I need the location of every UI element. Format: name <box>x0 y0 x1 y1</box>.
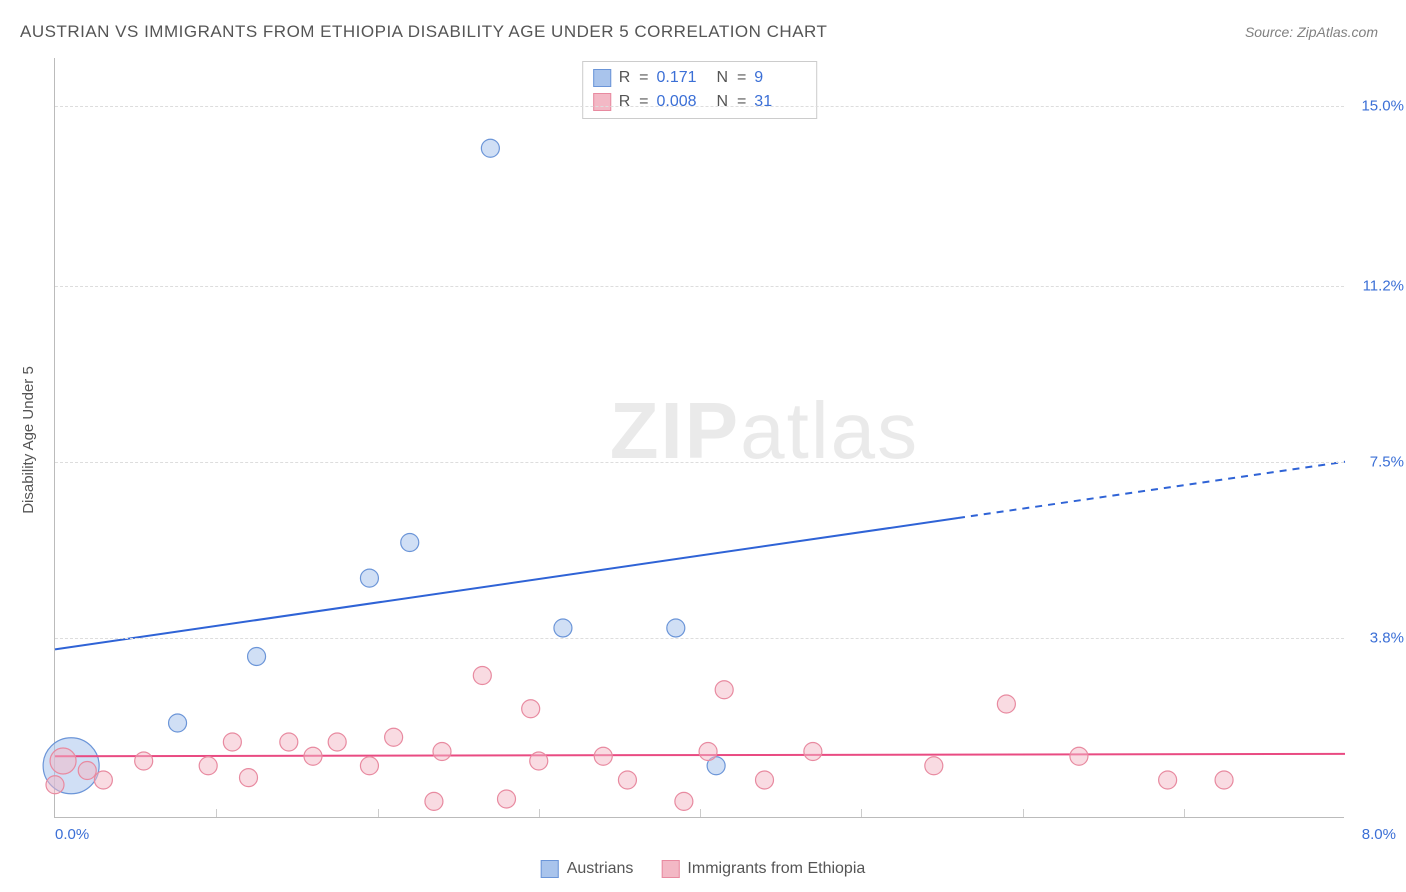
series-swatch <box>593 93 611 111</box>
stats-n-label: N = <box>717 66 747 90</box>
data-point <box>360 569 378 587</box>
stats-n-value: 9 <box>754 66 806 90</box>
data-point <box>223 733 241 751</box>
x-axis-minor-tick <box>216 809 217 817</box>
x-axis-minor-tick <box>1184 809 1185 817</box>
x-axis-minor-tick <box>1023 809 1024 817</box>
trend-line-dashed <box>958 462 1345 518</box>
y-gridline <box>55 106 1344 107</box>
legend-item: Immigrants from Ethiopia <box>661 860 865 878</box>
data-point <box>46 776 64 794</box>
y-axis-tick-label: 3.8% <box>1349 629 1404 646</box>
data-point <box>699 743 717 761</box>
legend-swatch <box>541 860 559 878</box>
data-point <box>715 681 733 699</box>
stats-r-label: R = <box>619 90 649 114</box>
x-axis-tick-min: 0.0% <box>55 826 89 843</box>
source-attribution: Source: ZipAtlas.com <box>1245 24 1378 40</box>
data-point <box>401 534 419 552</box>
data-point <box>240 769 258 787</box>
data-point <box>433 743 451 761</box>
x-axis-minor-tick <box>700 809 701 817</box>
data-point <box>94 771 112 789</box>
y-gridline <box>55 462 1344 463</box>
data-point <box>78 762 96 780</box>
data-point <box>169 714 187 732</box>
x-axis-minor-tick <box>378 809 379 817</box>
stats-row: R = 0.008 N = 31 <box>593 90 807 114</box>
y-axis-label: Disability Age Under 5 <box>20 366 37 514</box>
stats-row: R = 0.171 N = 9 <box>593 66 807 90</box>
data-point <box>667 619 685 637</box>
data-point <box>360 757 378 775</box>
data-point <box>1070 747 1088 765</box>
data-point <box>304 747 322 765</box>
y-gridline <box>55 638 1344 639</box>
series-legend: Austrians Immigrants from Ethiopia <box>541 860 866 878</box>
data-point <box>675 792 693 810</box>
data-point <box>522 700 540 718</box>
stats-r-label: R = <box>619 66 649 90</box>
data-point <box>618 771 636 789</box>
y-axis-tick-label: 7.5% <box>1349 453 1404 470</box>
stats-legend-box: R = 0.171 N = 9 R = 0.008 N = 31 <box>582 61 818 119</box>
data-point <box>1159 771 1177 789</box>
data-point <box>248 648 266 666</box>
stats-r-value: 0.008 <box>657 90 709 114</box>
legend-label: Austrians <box>567 860 634 878</box>
data-point <box>925 757 943 775</box>
trend-line-solid <box>55 518 958 649</box>
data-point <box>997 695 1015 713</box>
data-point <box>1215 771 1233 789</box>
y-gridline <box>55 286 1344 287</box>
legend-swatch <box>661 860 679 878</box>
data-point <box>50 748 76 774</box>
data-point <box>481 139 499 157</box>
legend-item: Austrians <box>541 860 634 878</box>
chart-title: AUSTRIAN VS IMMIGRANTS FROM ETHIOPIA DIS… <box>20 22 827 42</box>
data-point <box>530 752 548 770</box>
x-axis-minor-tick <box>861 809 862 817</box>
stats-n-label: N = <box>717 90 747 114</box>
data-point <box>280 733 298 751</box>
data-point <box>135 752 153 770</box>
series-swatch <box>593 69 611 87</box>
data-point <box>328 733 346 751</box>
chart-svg-layer <box>55 58 1344 817</box>
x-axis-minor-tick <box>539 809 540 817</box>
data-point <box>554 619 572 637</box>
stats-n-value: 31 <box>754 90 806 114</box>
data-point <box>473 667 491 685</box>
data-point <box>594 747 612 765</box>
data-point <box>756 771 774 789</box>
data-point <box>804 743 822 761</box>
data-point <box>498 790 516 808</box>
x-axis-tick-max: 8.0% <box>1362 826 1396 843</box>
stats-r-value: 0.171 <box>657 66 709 90</box>
data-point <box>199 757 217 775</box>
chart-plot-area: ZIPatlas R =0.171N =9R =0.008N =31 0.0% … <box>54 58 1344 818</box>
data-point <box>385 728 403 746</box>
legend-label: Immigrants from Ethiopia <box>687 860 865 878</box>
data-point <box>425 792 443 810</box>
y-axis-tick-label: 11.2% <box>1349 278 1404 295</box>
y-axis-tick-label: 15.0% <box>1349 97 1404 114</box>
